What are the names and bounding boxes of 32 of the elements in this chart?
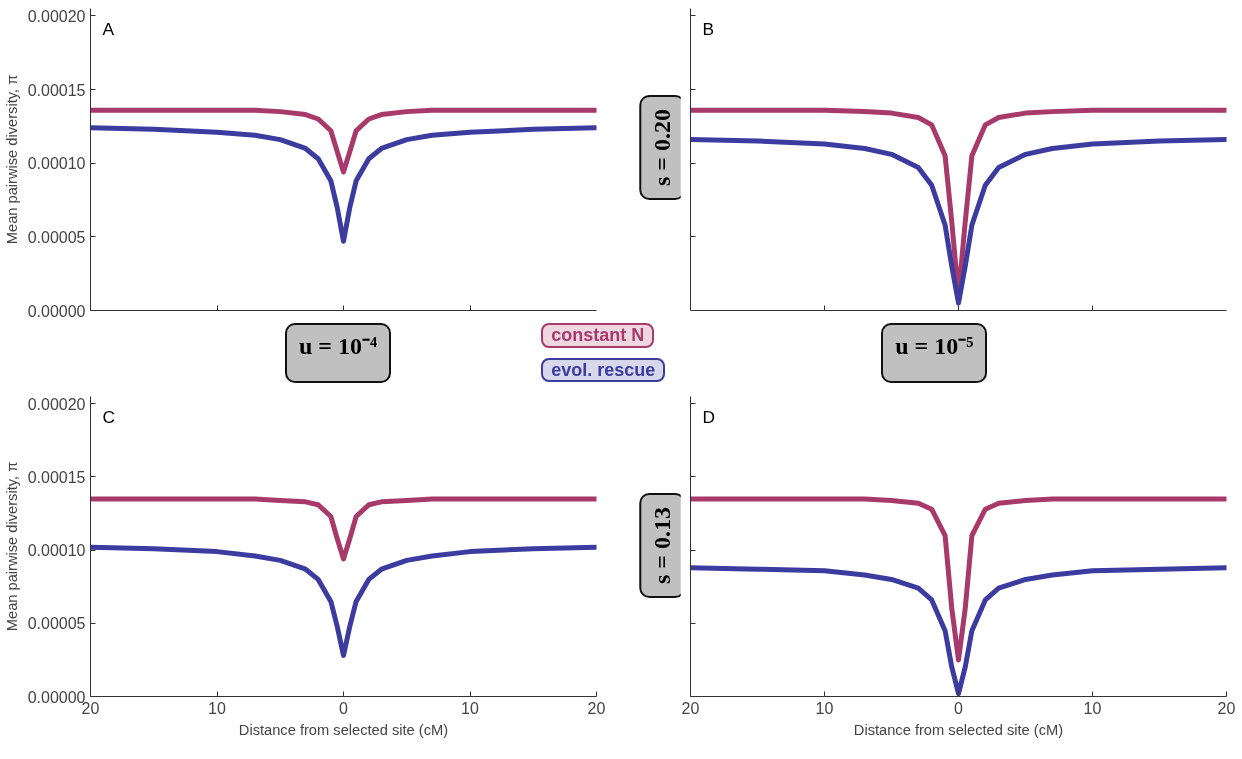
x-tick-label: 10	[461, 699, 479, 717]
text: s = 0.13	[648, 507, 676, 585]
y-axis-title: Mean pairwise diversity, π	[3, 74, 20, 245]
annotation: C	[102, 406, 116, 427]
text: constant N	[551, 325, 645, 346]
text: u = 10⁻⁴	[299, 332, 378, 361]
annotation: A	[102, 18, 115, 39]
y-tick-label: 0.00015	[27, 468, 86, 486]
text: u = 10⁻⁵	[895, 332, 974, 361]
x-tick-label: 10	[815, 699, 834, 717]
x-tick-label: 10	[208, 699, 226, 717]
annotation: D	[702, 406, 716, 427]
y-tick-label: 0.00005	[27, 615, 86, 633]
x-tick-label: 20	[587, 699, 606, 717]
y-axis-title: Mean pairwise diversity, π	[3, 461, 20, 632]
x-tick-label: 0	[954, 699, 964, 717]
y-tick-label: 0.00020	[27, 395, 86, 413]
text: s = 0.20	[648, 109, 676, 187]
y-tick-label: 0.00010	[27, 542, 86, 560]
y-tick-label: 0.00020	[27, 7, 86, 25]
x-tick-label: 20	[681, 699, 700, 717]
y-tick-label: 0.00015	[27, 81, 86, 99]
y-tick-label: 0.00000	[27, 302, 86, 320]
x-axis-title: Distance from selected site (cM)	[238, 721, 449, 738]
y-tick-label: 0.00005	[27, 228, 86, 246]
text: evol. rescue	[551, 359, 656, 381]
y-tick-label: 0.00010	[27, 155, 86, 173]
x-tick-label: 20	[1217, 699, 1236, 717]
x-axis-title: Distance from selected site (cM)	[853, 721, 1064, 738]
x-tick-label: 10	[1083, 699, 1102, 717]
x-tick-label: 0	[339, 699, 349, 717]
annotation: B	[702, 18, 715, 39]
